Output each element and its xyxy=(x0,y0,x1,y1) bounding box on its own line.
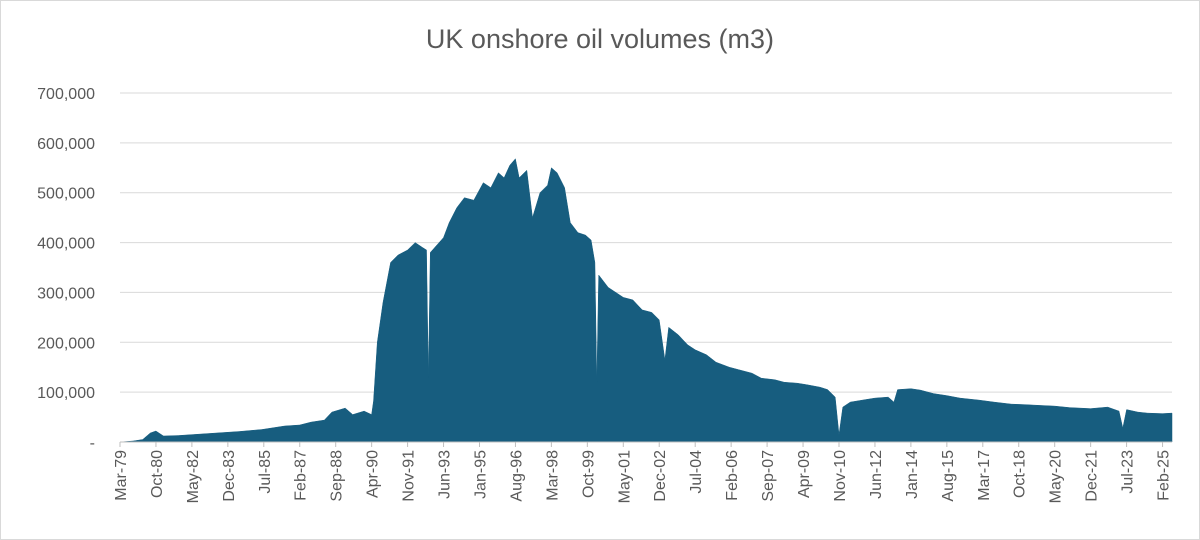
x-tick-label: Aug-15 xyxy=(940,450,957,502)
x-tick-label: Jul-04 xyxy=(688,450,705,494)
y-tick-label: 700,000 xyxy=(37,86,95,103)
y-tick-label: 500,000 xyxy=(37,186,95,203)
y-tick-label: 200,000 xyxy=(37,335,95,352)
x-tick-label: Feb-06 xyxy=(724,450,741,501)
x-tick-label: Jul-85 xyxy=(257,450,274,494)
y-tick-label: 100,000 xyxy=(37,385,95,402)
x-tick-label: Apr-09 xyxy=(796,450,813,498)
x-tick-label: Aug-96 xyxy=(508,450,525,502)
x-tick-label: Jan-14 xyxy=(904,450,921,499)
x-tick-label: Apr-90 xyxy=(365,450,382,498)
x-tick-label: Sep-07 xyxy=(760,450,777,502)
x-tick-label: Feb-25 xyxy=(1156,450,1173,501)
x-tick-label: Jun-93 xyxy=(437,450,454,499)
y-tick-label: 400,000 xyxy=(37,236,95,253)
y-tick-label: 300,000 xyxy=(37,285,95,302)
x-tick-label: Jun-12 xyxy=(868,450,885,499)
x-tick-label: May-82 xyxy=(185,450,202,503)
x-tick-label: Dec-83 xyxy=(221,450,238,502)
x-tick-label: Jul-23 xyxy=(1120,450,1137,494)
x-tick-label: Sep-88 xyxy=(329,450,346,502)
x-tick-label: Feb-87 xyxy=(293,450,310,501)
x-tick-label: Oct-80 xyxy=(149,450,166,498)
x-tick-label: Oct-99 xyxy=(580,450,597,498)
y-tick-label: - xyxy=(90,435,95,452)
oil-volume-area xyxy=(119,158,1173,443)
x-tick-label: Dec-02 xyxy=(652,450,669,502)
x-tick-label: Mar-98 xyxy=(544,450,561,501)
x-tick-label: May-20 xyxy=(1048,450,1065,503)
x-tick-label: May-01 xyxy=(616,450,633,503)
x-tick-label: Dec-21 xyxy=(1084,450,1101,502)
x-tick-label: Nov-91 xyxy=(401,450,418,502)
x-tick-label: Mar-17 xyxy=(976,450,993,501)
x-tick-label: Jan-95 xyxy=(472,450,489,499)
x-tick-label: Nov-10 xyxy=(832,450,849,502)
x-tick-label: Mar-79 xyxy=(113,450,130,501)
x-tick-label: Oct-18 xyxy=(1012,450,1029,498)
y-tick-label: 600,000 xyxy=(37,136,95,153)
chart-title: UK onshore oil volumes (m3) xyxy=(425,24,775,54)
